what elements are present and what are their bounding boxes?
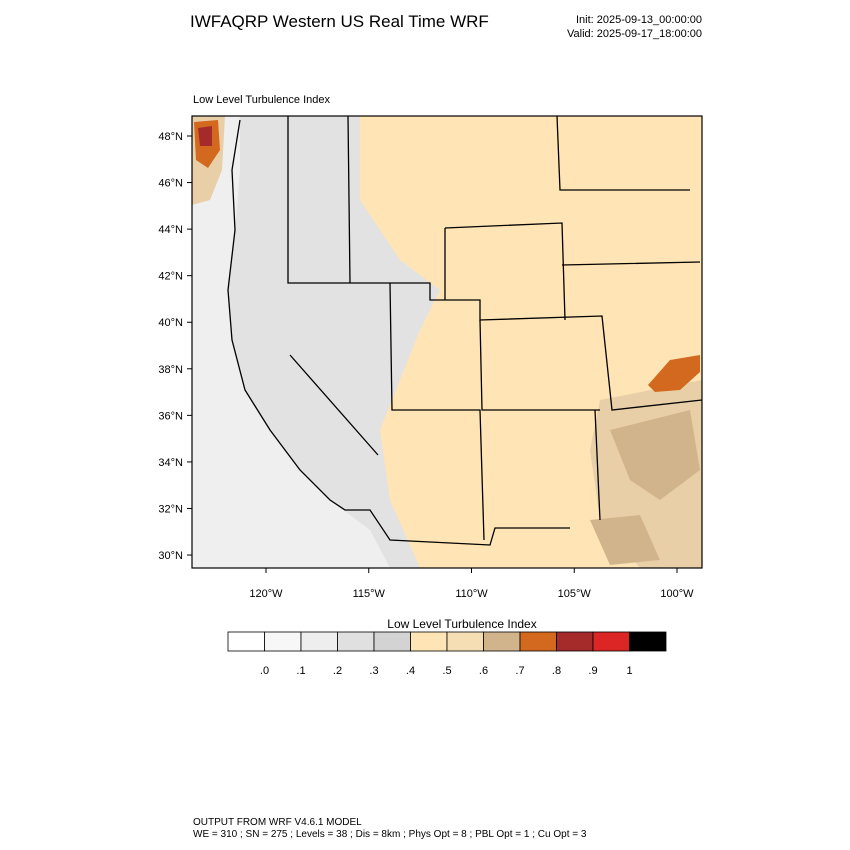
map-subtitle: Low Level Turbulence Index	[193, 94, 330, 106]
lon-label: 100°W	[660, 588, 694, 600]
lat-label: 36°N	[158, 410, 183, 422]
title: IWFAQRP Western US Real Time WRF	[190, 12, 489, 31]
colorbar-label: .1	[296, 665, 305, 677]
valid-time: Valid: 2025-09-17_18:00:00	[567, 28, 702, 40]
init-time: Init: 2025-09-13_00:00:00	[576, 14, 702, 26]
colorbar-label: .0	[260, 665, 269, 677]
lon-label: 110°W	[455, 588, 488, 600]
colorbar-swatch	[337, 631, 375, 652]
colorbar-label: .6	[479, 665, 488, 677]
footer-line: OUTPUT FROM WRF V4.6.1 MODEL	[193, 817, 362, 828]
lat-label: 38°N	[158, 364, 183, 376]
colorbar-label: .8	[552, 665, 561, 677]
colorbar-title: Low Level Turbulence Index	[387, 617, 536, 631]
lat-label: 48°N	[158, 131, 183, 143]
colorbar-swatch	[446, 631, 484, 652]
colorbar-swatch	[373, 631, 411, 652]
footer-line: WE = 310 ; SN = 275 ; Levels = 38 ; Dis …	[193, 829, 587, 840]
colorbar-label: .9	[588, 665, 597, 677]
lat-label: 34°N	[158, 457, 183, 469]
map-field	[192, 115, 703, 568]
lat-label: 44°N	[158, 224, 183, 236]
colorbar-label: .4	[406, 665, 415, 677]
colorbar-label: 1	[626, 665, 632, 677]
lon-label: 105°W	[558, 588, 592, 600]
lat-label: 46°N	[158, 178, 183, 190]
lat-label: 42°N	[158, 271, 183, 283]
colorbar-swatch	[264, 631, 302, 652]
colorbar-label: .2	[333, 665, 342, 677]
map-frame	[191, 115, 703, 569]
lat-label: 32°N	[158, 503, 183, 515]
colorbar-swatch	[556, 631, 594, 652]
lon-label: 120°W	[249, 588, 283, 600]
colorbar-swatch	[519, 631, 557, 652]
colorbar-label: .3	[369, 665, 378, 677]
colorbar-swatch	[629, 631, 667, 652]
lat-label: 30°N	[158, 550, 183, 562]
lat-label: 40°N	[158, 317, 183, 329]
colorbar-swatch	[227, 631, 265, 652]
colorbar-label: .7	[515, 665, 524, 677]
colorbar-swatch	[410, 631, 448, 652]
lon-label: 115°W	[353, 588, 386, 600]
colorbar-swatch	[300, 631, 338, 652]
colorbar-label: .5	[442, 665, 451, 677]
colorbar-swatch	[483, 631, 521, 652]
colorbar-swatch	[592, 631, 630, 652]
